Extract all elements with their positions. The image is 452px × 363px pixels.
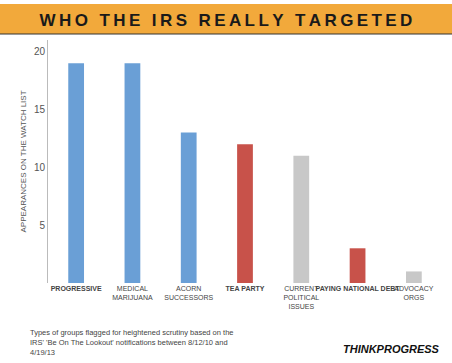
svg-text:W H O T H E I R S R E A: W H O T H E I R S R E A L L Y T A R G E … [40, 11, 413, 30]
svg-text:TEA PARTY: TEA PARTY [226, 285, 265, 292]
svg-text:ACORNSUCCESSORS: ACORNSUCCESSORS [164, 285, 213, 301]
svg-text:THINKPROGRESS: THINKPROGRESS [343, 343, 440, 355]
svg-text:PAYING NATIONAL DEBT: PAYING NATIONAL DEBT [315, 285, 400, 292]
svg-text:Types of groups flagged for he: Types of groups flagged for heightened s… [30, 328, 233, 357]
svg-text:CURRENTPOLITICALISSUES: CURRENTPOLITICALISSUES [283, 285, 319, 310]
svg-text:PROGRESSIVE: PROGRESSIVE [51, 285, 102, 292]
svg-text:APPEARANCES ON THE WATCH LIST: APPEARANCES ON THE WATCH LIST [19, 90, 28, 232]
svg-text:ADVOCACYORGS: ADVOCACYORGS [394, 285, 434, 301]
svg-text:MEDICALMARIJUANA: MEDICALMARIJUANA [112, 285, 153, 301]
svg-text:10: 10 [34, 162, 46, 173]
svg-text:20: 20 [34, 46, 46, 57]
svg-text:5: 5 [39, 220, 45, 231]
svg-text:15: 15 [34, 104, 46, 115]
